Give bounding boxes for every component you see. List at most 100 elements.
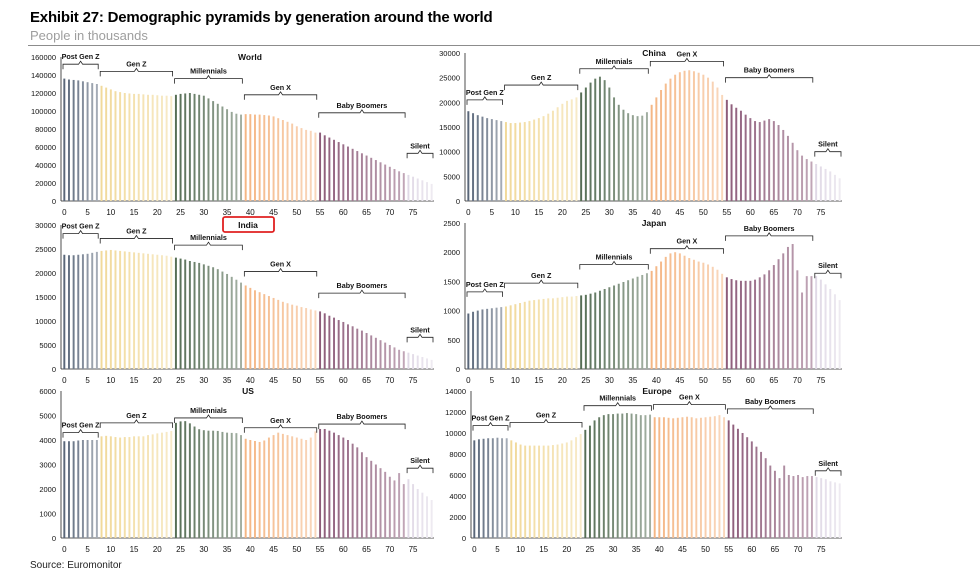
china-bar	[815, 164, 818, 201]
japan-bar	[476, 310, 479, 369]
japan-bar	[763, 274, 766, 369]
us-bar	[426, 496, 429, 538]
india-bar	[291, 304, 294, 369]
india-bar	[165, 255, 168, 369]
japan-x-tick-label: 40	[652, 376, 661, 385]
europe-bar	[501, 438, 504, 538]
china-bar	[519, 122, 522, 201]
europe-bar	[556, 444, 559, 538]
china-bar	[528, 121, 531, 201]
china-bar	[688, 70, 691, 201]
china-bar	[744, 114, 747, 201]
world-bar	[379, 162, 382, 201]
china-gen-label-baby-boomers: Baby Boomers	[744, 66, 795, 75]
india-x-tick-label: 70	[385, 376, 394, 385]
japan-x-tick-label: 60	[746, 376, 755, 385]
japan-x-tick-label: 0	[466, 376, 471, 385]
japan-bar	[584, 294, 587, 369]
world-x-tick-label: 70	[385, 208, 394, 217]
world-bar	[137, 93, 140, 201]
india-bar	[430, 359, 433, 369]
europe-bar	[704, 417, 707, 538]
china-bar	[509, 123, 512, 201]
us-y-tick-label: 5000	[39, 412, 56, 421]
us-bar	[170, 430, 173, 538]
china-x-tick-label: 10	[511, 208, 520, 217]
india-x-tick-label: 10	[106, 376, 115, 385]
china-bar	[495, 120, 498, 201]
europe-bracket-millennials	[583, 401, 652, 411]
china-bar	[824, 168, 827, 201]
europe-x-tick-label: 65	[770, 545, 779, 554]
world-gen-label-post-gen-z: Post Gen Z	[62, 52, 101, 61]
europe-bar	[514, 442, 517, 538]
world-x-tick-label: 75	[409, 208, 418, 217]
world-bar	[207, 98, 210, 201]
europe-x-tick-label: 30	[609, 545, 618, 554]
us-bar	[430, 500, 433, 538]
europe-y-tick-label: 0	[462, 534, 466, 543]
india-bar	[188, 261, 191, 369]
us-bar	[342, 437, 345, 538]
china-bar	[481, 116, 484, 201]
us-bar	[421, 492, 424, 538]
europe-bar	[528, 445, 531, 538]
world-title: World	[238, 52, 262, 62]
world-y-tick-label: 80000	[35, 125, 56, 134]
us-bar	[328, 430, 331, 538]
world-bar	[277, 118, 280, 201]
world-y-tick-label: 140000	[31, 71, 56, 80]
us-bar	[291, 436, 294, 538]
world-bar	[272, 116, 275, 201]
us-bar	[91, 440, 94, 538]
europe-y-tick-label: 12000	[445, 408, 466, 417]
japan-bracket-baby-boomers	[725, 232, 814, 241]
china-bracket-post-gen-z	[466, 96, 503, 105]
japan-bar	[467, 313, 470, 369]
china-bar	[768, 119, 771, 201]
world-bar	[212, 101, 215, 201]
europe-bar	[649, 414, 652, 538]
china-bar	[641, 115, 644, 201]
china-bar	[551, 110, 554, 201]
china-x-tick-label: 55	[722, 208, 731, 217]
japan-bar	[716, 269, 719, 369]
japan-x-tick-label: 35	[628, 376, 637, 385]
japan-y-tick-label: 500	[447, 336, 460, 345]
japan-bar	[791, 244, 794, 369]
china-bar	[650, 104, 653, 201]
china-bar	[645, 112, 648, 201]
world-bar	[337, 142, 340, 201]
china-x-tick-label: 0	[466, 208, 471, 217]
japan-bar	[481, 309, 484, 369]
us-bar	[314, 431, 317, 538]
japan-bar	[519, 303, 522, 369]
japan-bar	[772, 265, 775, 369]
japan-bar	[537, 299, 540, 369]
world-bar	[249, 114, 252, 201]
india-bar	[77, 254, 80, 369]
us-bar	[212, 430, 215, 538]
india-bar	[170, 256, 173, 369]
world-bar	[156, 95, 159, 201]
china-bar	[580, 92, 583, 201]
japan-bar	[603, 288, 606, 369]
china-bar	[537, 118, 540, 201]
japan-x-tick-label: 45	[675, 376, 684, 385]
us-bar	[351, 443, 354, 538]
china-bar	[838, 178, 841, 201]
us-x-tick-label: 35	[223, 545, 232, 554]
japan-bracket-silent	[814, 269, 842, 279]
us-bar	[165, 431, 168, 538]
us-title: US	[242, 386, 254, 396]
europe-bar	[699, 417, 702, 538]
japan-gen-label-gen-x: Gen X	[677, 237, 698, 246]
europe-bar	[695, 418, 698, 538]
india-bar	[351, 326, 354, 369]
japan-bar	[542, 298, 545, 369]
china-bar	[763, 120, 766, 201]
us-x-tick-label: 5	[85, 545, 90, 554]
india-bar	[333, 317, 336, 369]
us-bar	[388, 476, 391, 538]
world-bar	[165, 95, 168, 201]
